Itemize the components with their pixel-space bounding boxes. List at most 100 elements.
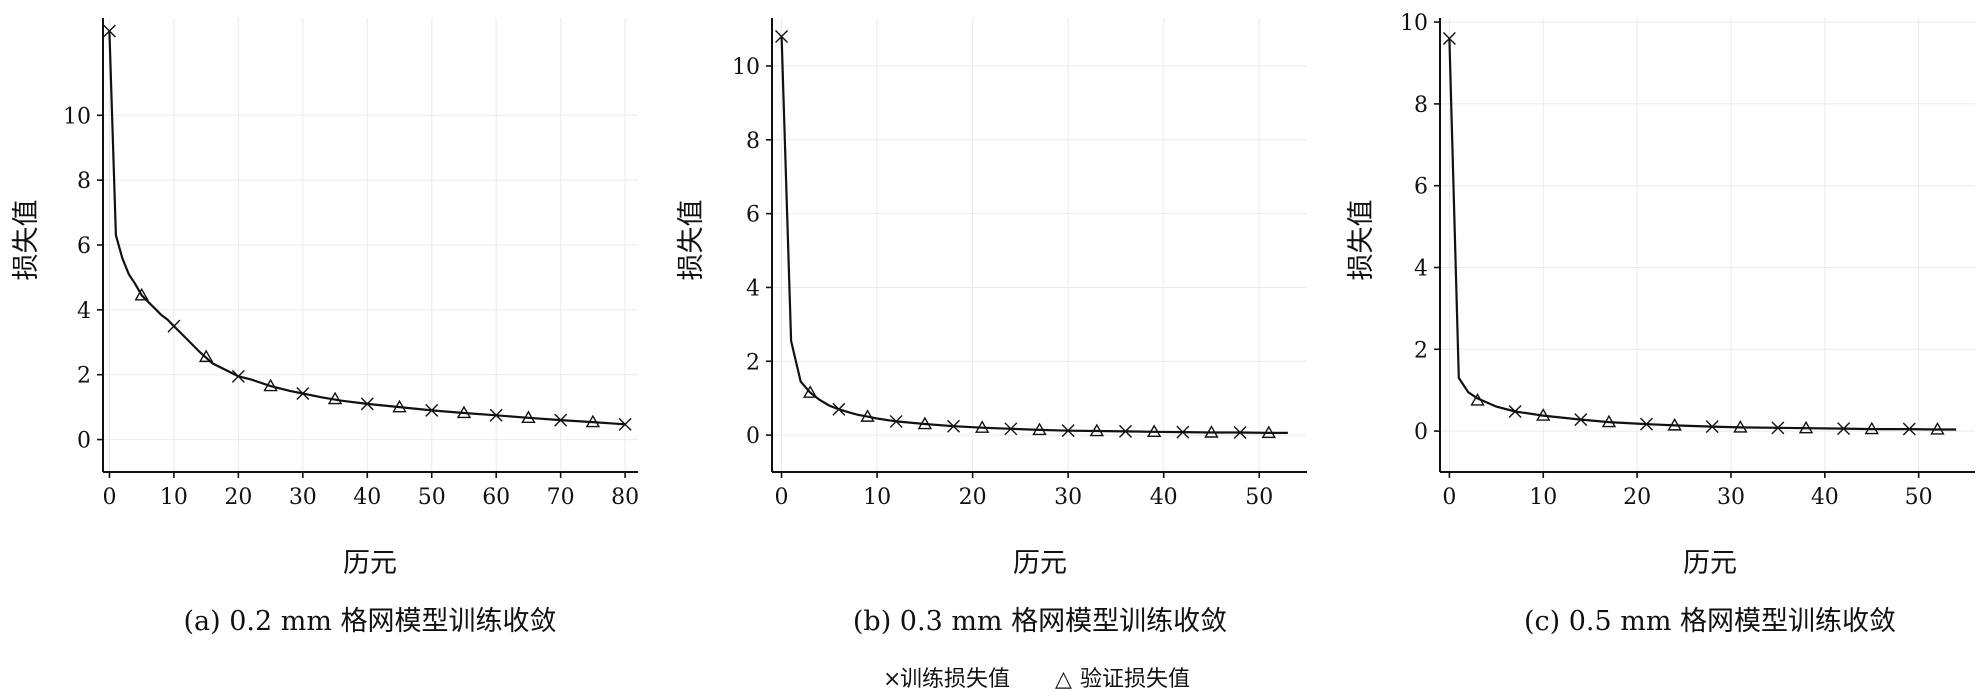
- x-axis-label: 历元: [1683, 548, 1737, 579]
- train-loss-point: [1233, 426, 1247, 440]
- train-loss-point: [889, 414, 903, 428]
- val-loss-point: [327, 391, 343, 405]
- y-tick-label: 0: [1414, 420, 1428, 445]
- loss-curve: [1448, 38, 1957, 431]
- train-loss-point: [425, 403, 439, 417]
- y-tick-label: 4: [1414, 256, 1428, 281]
- val-loss-point: [1261, 425, 1276, 439]
- train-loss-point: [1508, 404, 1522, 418]
- val-loss-point: [1470, 393, 1485, 406]
- val-loss-point: [1733, 420, 1748, 433]
- y-tick-label: 10: [1400, 11, 1428, 36]
- val-loss-point: [917, 416, 933, 430]
- y-axis-label: 损失值: [676, 200, 707, 281]
- train-loss-point: [1837, 422, 1851, 436]
- x-tick-label: 50: [1905, 485, 1933, 510]
- val-loss-point: [263, 378, 278, 392]
- val-loss-point: [1930, 422, 1945, 435]
- train-loss-point: [775, 29, 789, 43]
- val-loss-point: [1798, 420, 1814, 434]
- x-tick-label: 30: [1717, 485, 1745, 510]
- val-loss-point: [392, 399, 407, 413]
- val-loss-point: [1089, 423, 1105, 437]
- val-loss-point: [860, 409, 875, 422]
- y-tick-label: 10: [63, 104, 91, 129]
- train-loss-point: [832, 402, 846, 416]
- legend: × 训练损失值 △ 验证损失值: [883, 667, 1190, 692]
- val-loss-point: [456, 405, 472, 419]
- x-tick-label: 20: [959, 485, 987, 510]
- val-loss-point: [1146, 424, 1162, 437]
- val-loss-point: [803, 385, 818, 398]
- legend-symbol-train: ×: [883, 667, 901, 692]
- val-loss-point: [1667, 417, 1682, 431]
- chart-caption: (b) 0.3 mm 格网模型训练收敛: [853, 606, 1227, 637]
- x-axis-label: 历元: [343, 548, 397, 579]
- y-tick-label: 2: [746, 350, 760, 375]
- train-loss-point: [102, 24, 116, 38]
- train-loss-point: [1442, 31, 1456, 45]
- x-tick-label: 10: [160, 485, 188, 510]
- legend-label-val: 验证损失值: [1080, 667, 1190, 692]
- x-tick-label: 0: [1442, 485, 1456, 510]
- x-tick-label: 10: [1529, 485, 1557, 510]
- train-loss-point: [167, 319, 181, 333]
- x-tick-label: 50: [418, 485, 446, 510]
- val-loss-point: [974, 420, 990, 433]
- chart-caption: (c) 0.5 mm 格网模型训练收敛: [1524, 606, 1896, 637]
- x-tick-label: 0: [102, 485, 116, 510]
- val-loss-point: [1032, 422, 1047, 436]
- val-loss-point: [134, 287, 149, 301]
- chart-panel-c: 损失值 历元 (c) 0.5 mm 格网模型训练收敛 0 2 4 6 8 10 0 10 20 3…: [1346, 11, 1975, 637]
- x-tick-label: 30: [289, 485, 317, 510]
- y-tick-label: 8: [1414, 93, 1428, 118]
- y-tick-label: 8: [746, 129, 760, 154]
- y-tick-label: 6: [746, 203, 760, 228]
- train-loss-point: [1902, 422, 1916, 436]
- x-tick-label: 60: [482, 485, 510, 510]
- y-axis-label: 损失值: [11, 200, 42, 281]
- chart-panel-a: 损失值 历元 (a) 0.2 mm 格网模型训练收敛 0 2 4 6 8 10 0 10 20 3…: [11, 18, 639, 637]
- y-tick-label: 10: [732, 55, 760, 80]
- train-loss-point: [618, 417, 632, 431]
- x-axis-label: 历元: [1013, 548, 1067, 579]
- train-loss-point: [1004, 422, 1018, 436]
- x-tick-label: 30: [1054, 485, 1082, 510]
- train-loss-point: [1771, 421, 1785, 435]
- y-tick-label: 0: [746, 424, 760, 449]
- y-tick-label: 4: [746, 276, 760, 301]
- val-loss-point: [1536, 408, 1551, 421]
- y-tick-label: 6: [1414, 175, 1428, 200]
- x-tick-label: 40: [1150, 485, 1178, 510]
- val-loss-point: [198, 349, 214, 363]
- y-tick-label: 6: [77, 234, 91, 259]
- train-loss-point: [1574, 413, 1588, 427]
- y-tick-label: 2: [1414, 338, 1428, 363]
- x-tick-label: 50: [1245, 485, 1273, 510]
- val-loss-point: [521, 410, 536, 424]
- x-tick-label: 20: [1623, 485, 1651, 510]
- train-loss-point: [1639, 417, 1653, 431]
- y-tick-label: 0: [77, 429, 91, 454]
- legend-symbol-val: △: [1055, 667, 1072, 692]
- val-loss-point: [1864, 421, 1879, 435]
- train-loss-point: [360, 397, 374, 411]
- train-loss-point: [554, 413, 568, 427]
- train-loss-point: [1118, 424, 1132, 438]
- val-loss-point: [585, 414, 601, 428]
- train-loss-point: [1705, 420, 1719, 434]
- chart-panel-b: 损失值 历元 (b) 0.3 mm 格网模型训练收敛 0 2 4 6 8 10 0 10 20 3…: [676, 18, 1307, 637]
- train-loss-point: [489, 408, 503, 422]
- x-tick-label: 70: [547, 485, 575, 510]
- y-axis-label: 损失值: [1346, 200, 1377, 281]
- val-loss-point: [1601, 414, 1617, 428]
- train-loss-point: [1061, 424, 1075, 438]
- train-loss-point: [1176, 425, 1190, 439]
- x-tick-label: 40: [353, 485, 381, 510]
- y-tick-label: 8: [77, 169, 91, 194]
- val-loss-point: [1204, 425, 1219, 438]
- train-loss-point: [947, 419, 961, 433]
- chart-caption: (a) 0.2 mm 格网模型训练收敛: [183, 606, 556, 637]
- x-tick-label: 20: [224, 485, 252, 510]
- loss-curve: [780, 36, 1288, 434]
